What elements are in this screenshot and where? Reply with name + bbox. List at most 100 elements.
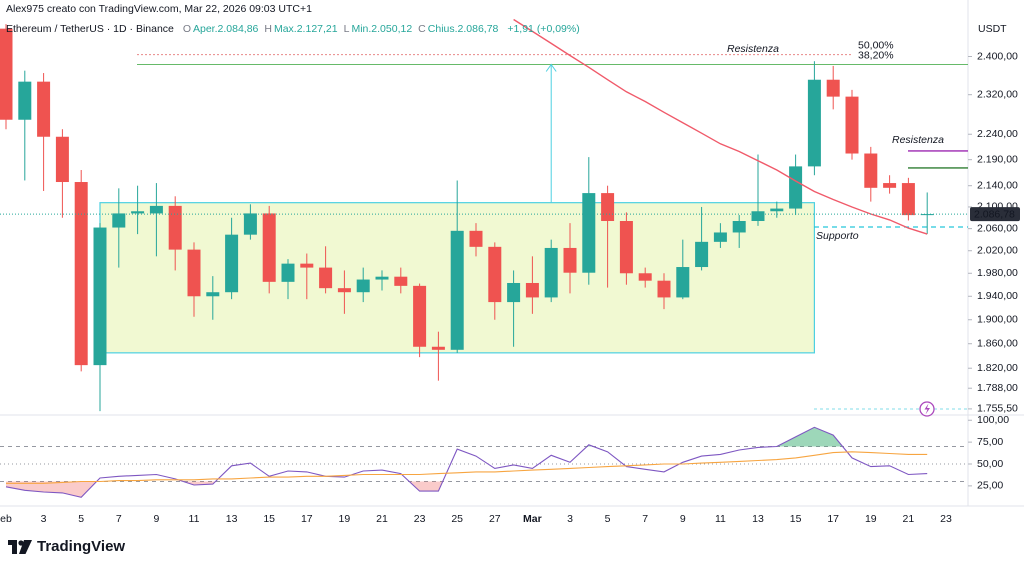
candle-body (149, 205, 163, 214)
ohlc-key: H (264, 23, 272, 35)
x-tick-label: 7 (116, 513, 122, 525)
candle-body (619, 221, 633, 274)
candle-body (563, 247, 577, 273)
candle-body (112, 213, 126, 228)
x-tick-label: 7 (642, 513, 648, 525)
candle-body (770, 208, 784, 212)
candle-body (18, 81, 32, 120)
candle-body (638, 273, 652, 281)
last-price-label: 2.086,78 (974, 208, 1015, 220)
candle-body (337, 288, 351, 293)
x-tick-label: 15 (790, 513, 802, 525)
rsi-tick-label: 50,00 (977, 458, 1003, 470)
candle-body (93, 227, 107, 366)
candle-body (601, 193, 615, 222)
x-tick-label: 5 (605, 513, 611, 525)
y-tick-label: 1.860,00 (977, 338, 1018, 350)
ohlc-value: Max.2.127,21 (273, 23, 338, 35)
x-tick-label: 9 (153, 513, 159, 525)
y-tick-label: 2.140,00 (977, 179, 1018, 191)
candle-body (807, 79, 821, 167)
annotation: Resistenza (892, 134, 944, 146)
x-tick-label: 25 (451, 513, 463, 525)
x-tick-label: 15 (263, 513, 275, 525)
ohlc-key: C (418, 23, 426, 35)
candle-body (431, 346, 445, 350)
candle-body (243, 213, 257, 235)
candle-body (281, 263, 295, 282)
y-tick-label: 1.820,00 (977, 362, 1018, 374)
ohlc-key: L (343, 23, 350, 35)
candle-body (713, 232, 727, 242)
annotation: Resistenza (727, 43, 779, 55)
overbought-group (6, 427, 928, 447)
candle-body (657, 280, 671, 298)
candle-body (225, 234, 239, 293)
rsi-tick-label: 75,00 (977, 436, 1003, 448)
candle-body (676, 267, 690, 298)
ohlc-key: O (182, 23, 191, 35)
candle-body (319, 267, 333, 289)
alert-icon (919, 401, 935, 417)
arrow-head (545, 63, 557, 72)
candle-body (864, 153, 878, 188)
x-tick-label: 19 (865, 513, 877, 525)
x-tick-label: 3 (41, 513, 47, 525)
y-tick-label: 1.900,00 (977, 314, 1018, 326)
x-tick-label: 17 (827, 513, 839, 525)
candle-body (732, 221, 746, 233)
candle-body (920, 214, 934, 216)
x-tick-label: 27 (489, 513, 501, 525)
candle-body (55, 136, 69, 183)
candle-body (131, 211, 145, 214)
x-tick-label: eb (0, 513, 12, 525)
candle-body (826, 79, 840, 97)
fib-label: 38,20% (858, 49, 894, 61)
symbol-title: Ethereum / TetherUS · 1D · Binance (6, 23, 174, 35)
last-price-box (970, 207, 1020, 222)
x-tick-label: 13 (226, 513, 238, 525)
rsi-tick-label: 25,00 (977, 480, 1003, 492)
y-tick-label: 2.020,00 (977, 245, 1018, 257)
x-tick-label: 13 (752, 513, 764, 525)
y-tick-label: 2.190,00 (977, 153, 1018, 165)
y-tick-label: 2.060,00 (977, 222, 1018, 234)
candle-body (751, 211, 765, 222)
x-tick-label: 11 (715, 513, 726, 525)
candle-body (582, 193, 596, 273)
ohlc-value: Min.2.050,12 (351, 23, 413, 35)
y-tick-label: 2.320,00 (977, 88, 1018, 100)
y-tick-label: 1.755,50 (977, 403, 1018, 415)
y-tick-label: 2.240,00 (977, 128, 1018, 140)
y-tick-label: 1.940,00 (977, 290, 1018, 302)
y-tick-label: 2.400,00 (977, 50, 1018, 62)
x-tick-label: 3 (567, 513, 573, 525)
x-tick-label: 23 (414, 513, 426, 525)
x-tick-label: 11 (189, 513, 200, 525)
rsi-pane (0, 426, 968, 498)
candle-body (845, 96, 859, 154)
candle-body (525, 282, 539, 298)
ohlc-value: Chius.2.086,78 (427, 23, 499, 35)
price-pane: 50,00%38,20% (0, 18, 968, 412)
moving-average (513, 18, 928, 235)
candle-body (469, 230, 483, 247)
candle-body (300, 263, 314, 268)
candle-body (375, 276, 389, 280)
oversold-group (6, 481, 928, 498)
annotation: Supporto (816, 230, 859, 242)
candle-body (37, 81, 51, 137)
candle-body (901, 183, 915, 216)
y-axis-unit: USDT (978, 23, 1007, 35)
x-tick-label: Mar (523, 513, 542, 525)
x-tick-label: 21 (376, 513, 388, 525)
candle-body (74, 182, 88, 366)
candle-body (544, 247, 558, 298)
logo-text: TradingView (37, 538, 126, 555)
candle-body (488, 246, 502, 303)
x-tick-label: 5 (78, 513, 84, 525)
y-tick-label: 1.980,00 (977, 267, 1018, 279)
fib-label: 50,00% (858, 39, 894, 51)
